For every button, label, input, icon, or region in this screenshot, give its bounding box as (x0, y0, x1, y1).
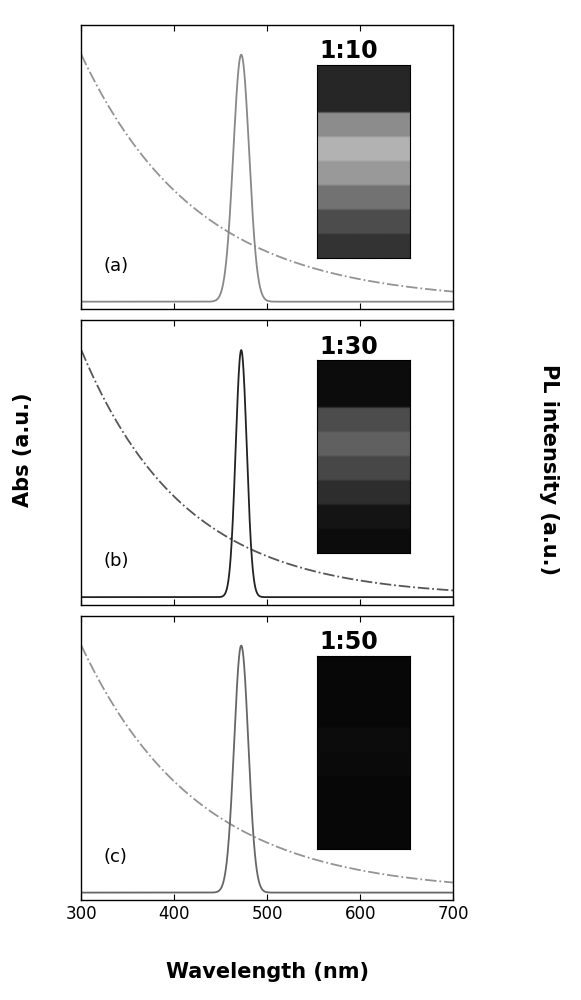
Text: (a): (a) (103, 257, 129, 275)
Text: 1:10: 1:10 (320, 39, 378, 63)
Text: 1:30: 1:30 (320, 335, 378, 359)
Text: PL intensity (a.u.): PL intensity (a.u.) (539, 364, 559, 576)
Text: 1:50: 1:50 (320, 630, 378, 654)
Text: (b): (b) (103, 552, 129, 570)
Text: Abs (a.u.): Abs (a.u.) (13, 393, 33, 507)
Text: (c): (c) (103, 848, 127, 866)
Text: Wavelength (nm): Wavelength (nm) (166, 962, 369, 982)
